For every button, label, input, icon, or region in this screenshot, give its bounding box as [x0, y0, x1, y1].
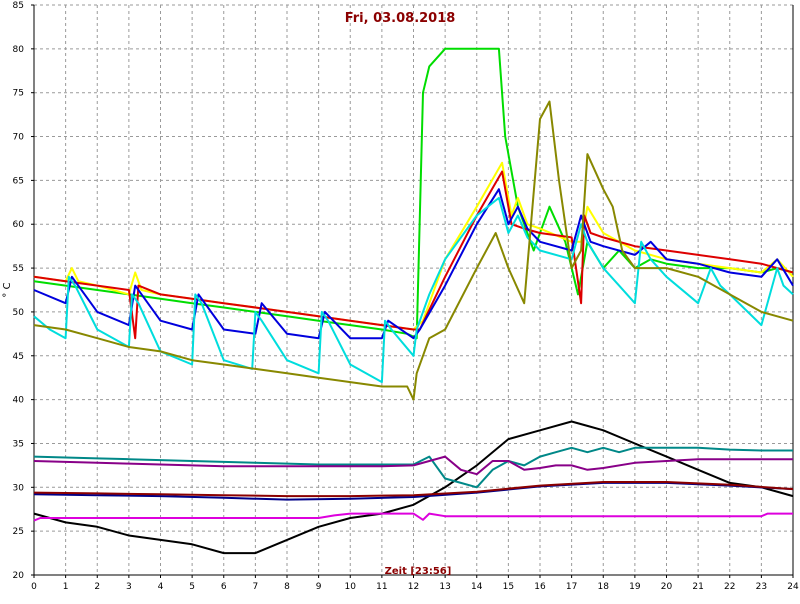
series-line-3 [33, 170, 794, 340]
y-tick-label: 30 [13, 483, 25, 493]
y-tick-label: 60 [13, 220, 25, 230]
y-tick-label: 70 [13, 133, 25, 143]
x-tick-label: 7 [253, 582, 259, 592]
x-tick-label: 12 [408, 582, 419, 592]
series-line-9 [33, 455, 793, 476]
y-tick-label: 50 [13, 308, 25, 318]
x-tick-label: 2 [94, 582, 100, 592]
chart-title: Fri, 03.08.2018 [345, 11, 456, 26]
series-line-1 [33, 47, 794, 340]
x-tick-label: 0 [31, 582, 37, 592]
x-tick-label: 16 [534, 582, 546, 592]
x-tick-label: 6 [221, 582, 227, 592]
y-tick-label: 80 [13, 45, 25, 55]
y-tick-label: 55 [13, 264, 24, 274]
x-axis-label: Zeit [23:56] [385, 566, 452, 577]
series-line-4 [33, 188, 794, 340]
y-tick-label: 35 [13, 439, 24, 449]
axes: 0 1 2 3 4 5 6 7 8 9 10 11 12 13 14 15 16 17 18 19 20 21 22 23 24… [13, 1, 799, 592]
x-tick-label: 19 [629, 582, 641, 592]
x-tick-label: 14 [471, 582, 483, 592]
x-tick-label: 10 [345, 582, 357, 592]
x-tick-label: 21 [692, 582, 703, 592]
x-tick-label: 20 [661, 582, 673, 592]
x-tick-label: 5 [189, 582, 195, 592]
x-tick-label: 3 [126, 582, 132, 592]
x-tick-label: 24 [787, 582, 799, 592]
y-tick-label: 85 [13, 1, 24, 11]
series-line-12 [33, 512, 793, 522]
y-tick-label: 75 [13, 89, 24, 99]
y-tick-label: 65 [13, 176, 24, 186]
x-tick-label: 4 [158, 582, 164, 592]
series-line-11 [33, 481, 794, 498]
y-tick-label: 40 [13, 396, 25, 406]
x-tick-label: 17 [566, 582, 577, 592]
y-tick-label: 20 [13, 571, 25, 581]
x-tick-label: 23 [756, 582, 767, 592]
x-tick-label: 18 [598, 582, 610, 592]
series-line-8 [33, 446, 793, 489]
x-tick-label: 8 [284, 582, 290, 592]
x-tick-label: 22 [724, 582, 735, 592]
y-tick-label: 45 [13, 352, 24, 362]
y-tick-label: 25 [13, 527, 24, 537]
series-line-6 [33, 100, 794, 401]
y-axis-label: ° C [2, 282, 13, 297]
x-tick-label: 15 [503, 582, 514, 592]
series-group [33, 47, 794, 555]
x-tick-label: 1 [63, 582, 69, 592]
x-tick-label: 13 [439, 582, 450, 592]
x-tick-label: 9 [316, 582, 322, 592]
x-tick-label: 11 [376, 582, 387, 592]
